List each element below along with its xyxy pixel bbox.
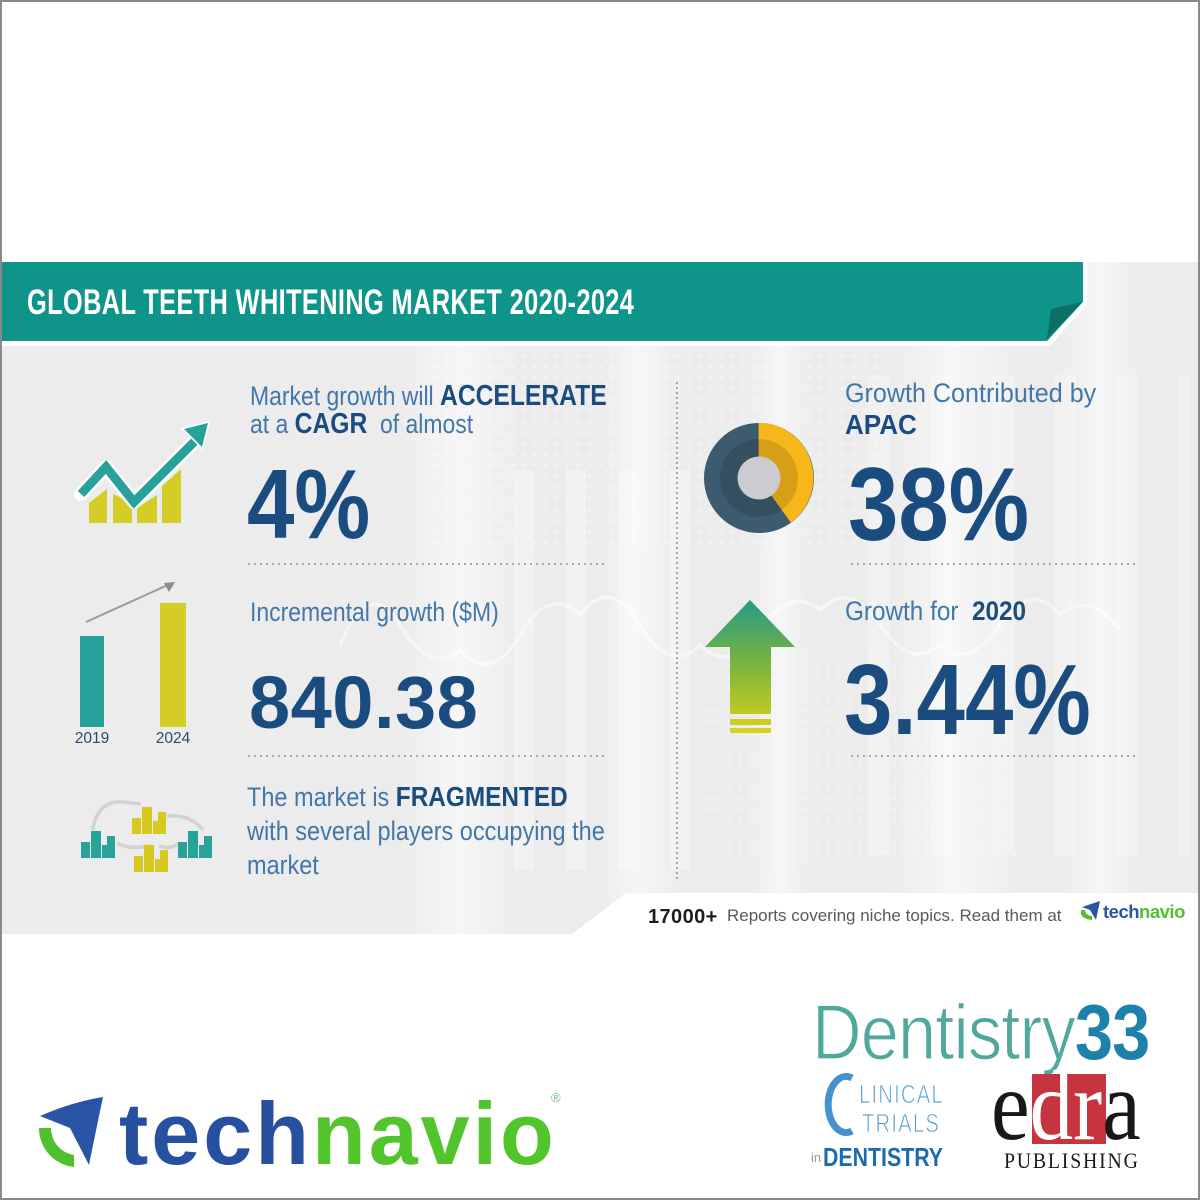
svg-text:2019: 2019	[75, 730, 109, 747]
svg-text:technavio: technavio	[1103, 901, 1185, 922]
svg-text:2024: 2024	[156, 730, 191, 747]
svg-text:technavio: technavio	[119, 1085, 557, 1183]
